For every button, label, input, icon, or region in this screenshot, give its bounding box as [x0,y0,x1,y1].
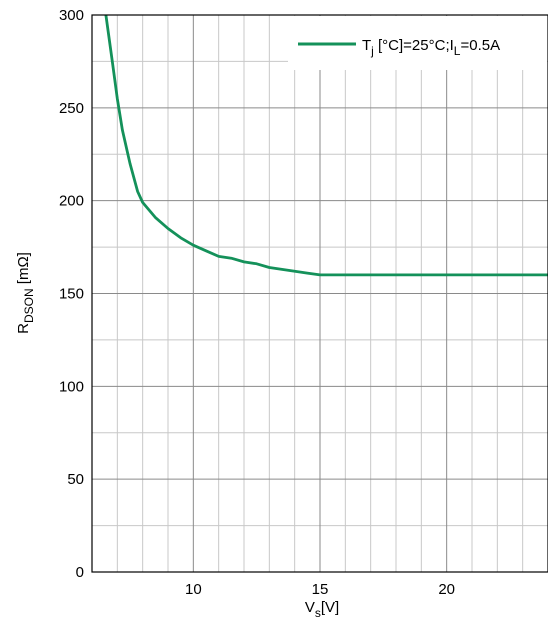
x-axis-title-rest: [V] [321,599,339,616]
y-tick-label: 150 [59,286,84,303]
y-tick-label: 100 [59,378,84,395]
x-tick-label: 10 [185,581,202,598]
x-axis-title: Vs[V] [305,599,339,620]
legend: Tj [°C]=25°C;IL=0.5A [288,16,547,70]
x-axis-title-main: V [305,599,315,616]
y-axis-title: RDSON [mΩ] [15,252,36,334]
y-axis-title-rest: [mΩ] [15,252,32,288]
y-tick-label: 200 [59,193,84,210]
legend-text-b: [°C]=25°C;I [374,37,454,54]
plot-frame [91,14,548,573]
y-tick-label: 0 [76,564,84,581]
legend-label: Tj [°C]=25°C;IL=0.5A [362,37,500,58]
x-axis-title-sub: s [315,606,321,620]
legend-text-c: =0.5A [460,37,500,54]
legend-text-b-sub: L [454,44,461,58]
legend-text-a-sub: j [370,44,374,58]
legend-text-a: T [362,37,371,54]
y-tick-label: 250 [59,100,84,117]
grid-major-lines [92,15,548,572]
y-axis-title-sub: DSON [22,288,36,323]
series-line [104,14,548,277]
y-tick-label: 300 [59,7,84,24]
series-layer [104,14,548,277]
y-tick-label: 50 [67,471,84,488]
y-axis-title-main: R [15,323,32,334]
x-tick-label: 15 [312,581,329,598]
x-tick-label: 20 [438,581,455,598]
